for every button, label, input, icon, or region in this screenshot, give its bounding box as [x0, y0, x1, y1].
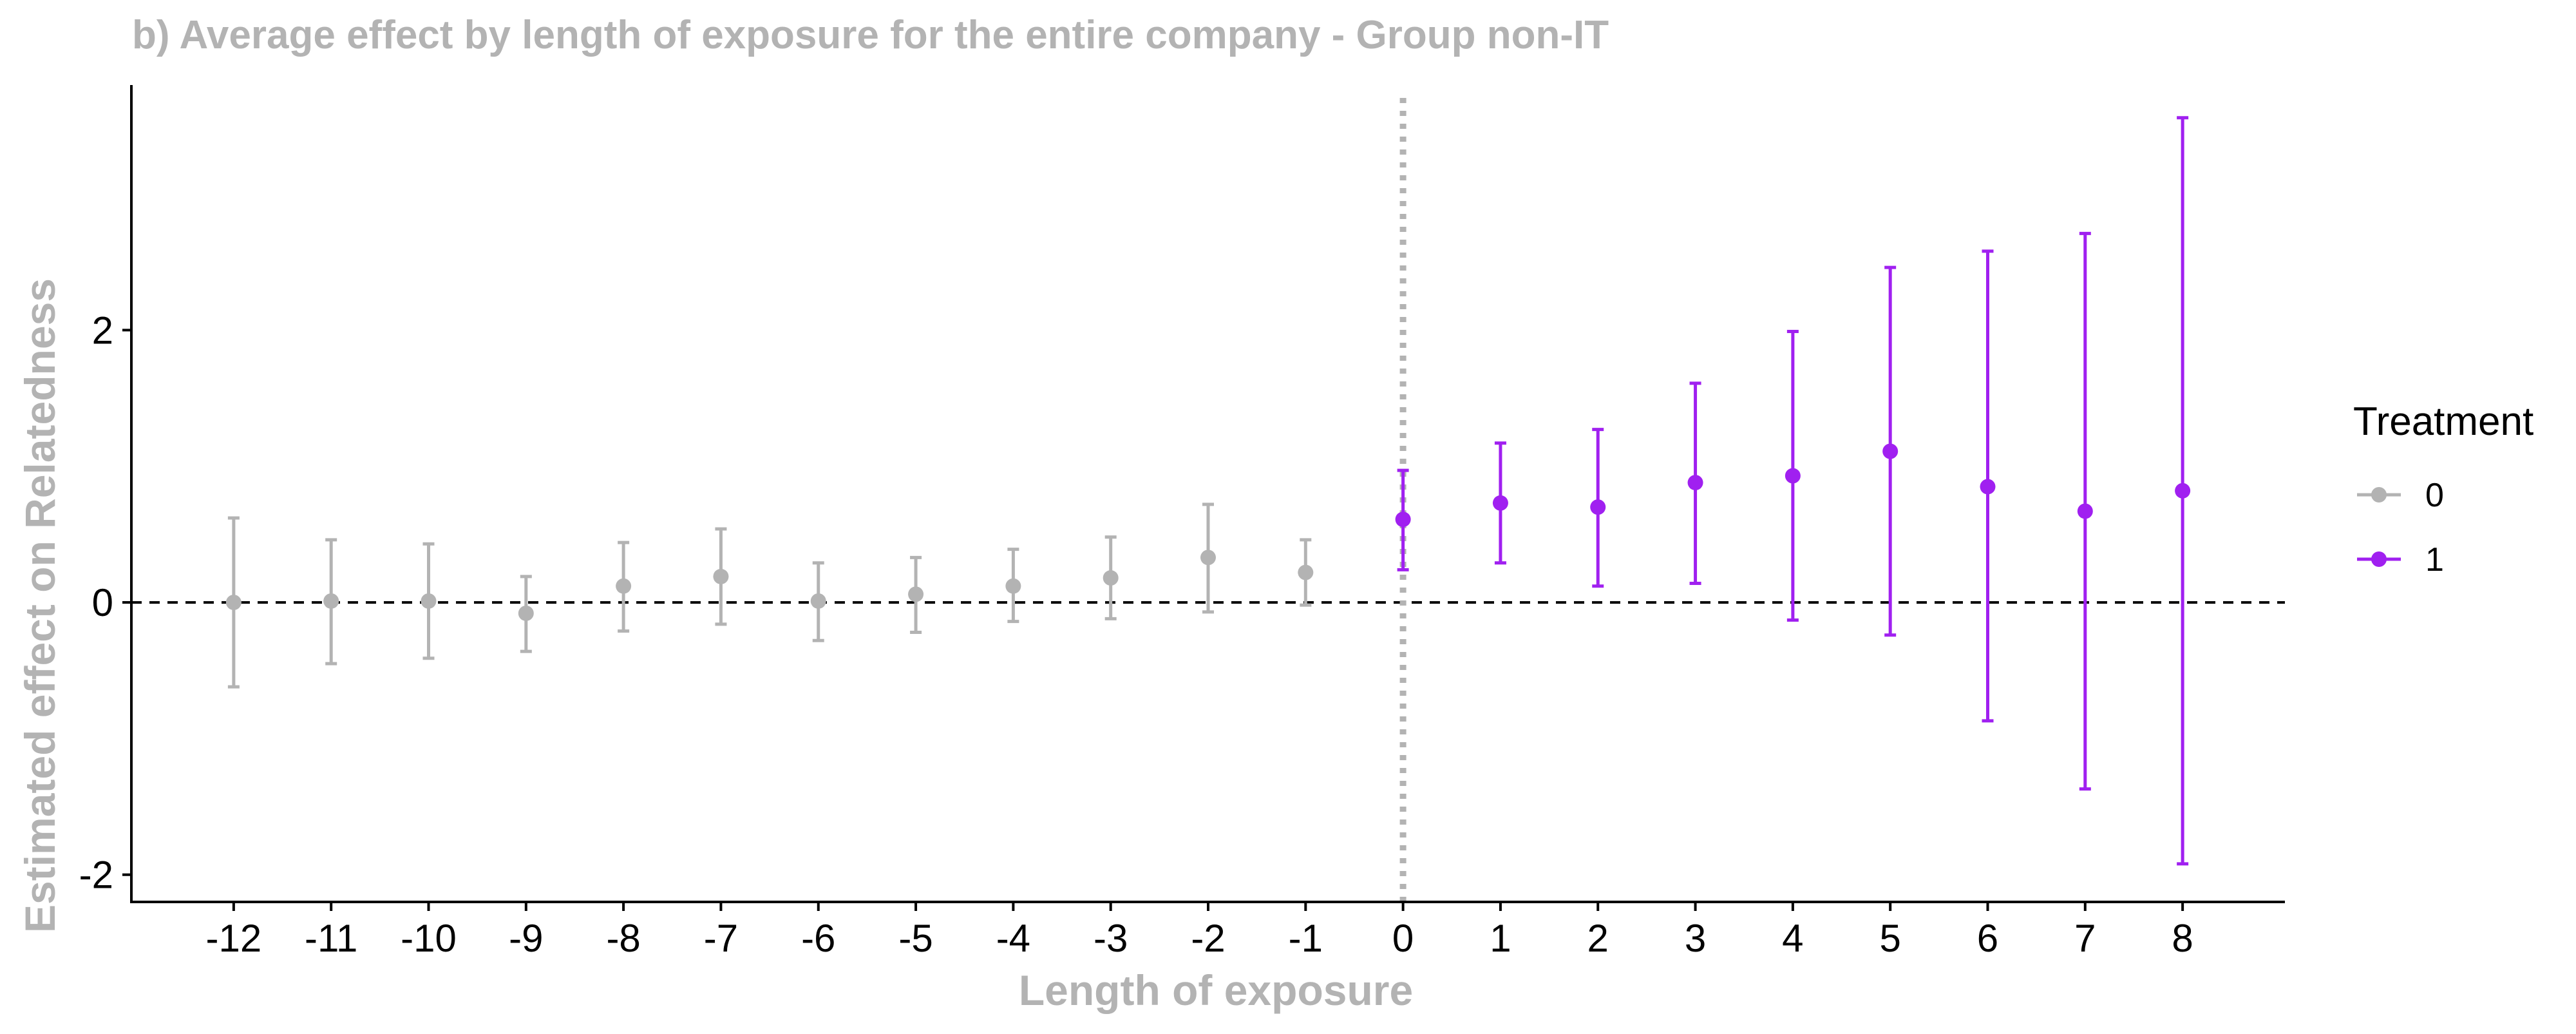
- point-1-0: [1395, 512, 1411, 528]
- x-tick-label: -10: [401, 917, 457, 960]
- x-tick-label: -3: [1094, 917, 1128, 960]
- x-tick-label: 3: [1685, 917, 1706, 960]
- x-tick-label: 6: [1977, 917, 1998, 960]
- x-tick-label: -9: [509, 917, 543, 960]
- point-1-7: [2077, 503, 2093, 519]
- point-1-3: [1687, 475, 1703, 491]
- point-1-8: [2175, 483, 2191, 499]
- legend-label: 1: [2425, 541, 2444, 579]
- point-0-0: [225, 595, 242, 611]
- x-tick-label: -7: [704, 917, 738, 960]
- x-tick-label: -2: [1191, 917, 1225, 960]
- x-tick-label: 4: [1782, 917, 1803, 960]
- point-0-6: [810, 593, 826, 609]
- chart-title: b) Average effect by length of exposure …: [132, 13, 1609, 57]
- point-0-8: [1005, 578, 1021, 594]
- legend-entry-1: 1: [2357, 541, 2444, 579]
- point-0-2: [421, 593, 437, 609]
- point-0-7: [908, 586, 924, 602]
- point-1-6: [1980, 479, 1996, 495]
- point-1-2: [1590, 499, 1606, 515]
- x-tick-label: -1: [1289, 917, 1323, 960]
- x-tick-label: 8: [2172, 917, 2193, 960]
- x-tick-label: 2: [1587, 917, 1609, 960]
- point-0-11: [1298, 564, 1314, 580]
- legend-entry-0: 0: [2357, 477, 2444, 514]
- point-1-4: [1785, 468, 1801, 484]
- point-0-10: [1200, 550, 1216, 566]
- y-tick-label: 0: [92, 581, 113, 624]
- x-tick-label: -8: [606, 917, 640, 960]
- x-tick-label: -5: [898, 917, 933, 960]
- x-ticks: -12 -11 -10 -9 -8 -7 -6 -5 -4 -3 -2 -1 0 1 2 3 4 5 6 7 8: [206, 902, 2193, 960]
- legend-label: 0: [2425, 477, 2444, 514]
- x-tick-label: 7: [2074, 917, 2096, 960]
- x-tick-label: 1: [1490, 917, 1511, 960]
- points-layer: [225, 443, 2191, 621]
- x-tick-label: -6: [801, 917, 835, 960]
- x-tick-label: -4: [996, 917, 1030, 960]
- y-tick-label: -2: [79, 854, 113, 897]
- x-tick-label: 5: [1879, 917, 1900, 960]
- point-0-3: [518, 605, 534, 621]
- legend-key-point: [2371, 551, 2387, 567]
- x-axis-title: Length of exposure: [1019, 966, 1413, 1014]
- x-tick-label: -12: [206, 917, 262, 960]
- legend-entries: 01: [2357, 477, 2444, 579]
- point-1-5: [1882, 443, 1899, 459]
- point-0-5: [713, 568, 729, 584]
- legend-title: Treatment: [2353, 399, 2533, 444]
- y-ticks: -2 0 2: [79, 309, 131, 897]
- legend: Treatment 01: [2353, 399, 2533, 579]
- point-1-1: [1492, 495, 1508, 511]
- y-tick-label: 2: [92, 309, 113, 352]
- x-tick-label: 0: [1392, 917, 1414, 960]
- point-0-1: [323, 593, 339, 609]
- x-tick-label: -11: [305, 917, 357, 960]
- point-0-9: [1103, 570, 1119, 586]
- point-0-4: [616, 578, 632, 594]
- legend-key-point: [2371, 487, 2387, 503]
- y-axis-title: Estimated effect on Relatedness: [16, 278, 64, 933]
